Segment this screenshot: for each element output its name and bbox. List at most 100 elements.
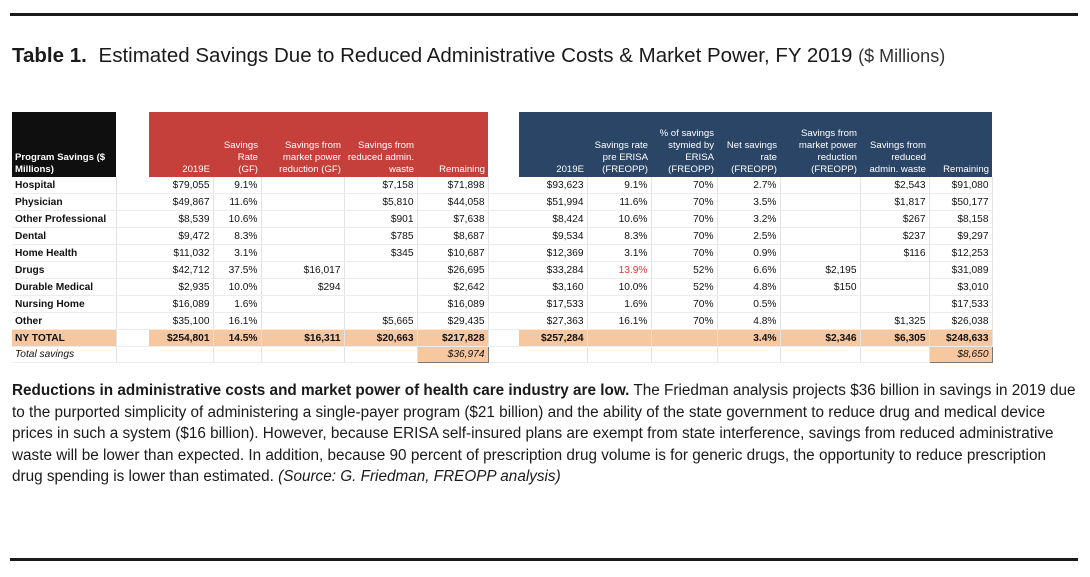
- empty-cell: [149, 346, 214, 363]
- empty-cell: [519, 346, 588, 363]
- cell-freopp: 3.5%: [717, 193, 781, 211]
- row-gap: [116, 210, 149, 228]
- cell-gf: $785: [344, 227, 418, 245]
- cell-freopp: 3.2%: [717, 210, 781, 228]
- table-row: Home Health $11,032 3.1% $345 $10,687 $12,369…: [12, 244, 993, 262]
- cell-freopp: $9,297: [929, 227, 993, 245]
- row-gap: [488, 227, 519, 245]
- cell-gf: [261, 210, 345, 228]
- row-gap: [116, 278, 149, 296]
- cell-freopp: $50,177: [929, 193, 993, 211]
- column-header-freopp: Savings from reduced admin. waste: [860, 112, 929, 177]
- table-row: Other Professional $8,539 10.6% $901 $7,638 $…: [12, 210, 993, 228]
- cell-gf: $16,017: [261, 261, 345, 279]
- cell-freopp: $31,089: [929, 261, 993, 279]
- cell-freopp: $9,534: [519, 227, 588, 245]
- row-label: Physician: [12, 193, 117, 211]
- empty-cell: [587, 346, 652, 363]
- column-header-freopp: Remaining: [929, 112, 992, 177]
- cell-gf: 37.5%: [213, 261, 262, 279]
- total-cell-gf: $16,311: [261, 329, 345, 347]
- total-cell-freopp: 3.4%: [717, 329, 781, 347]
- table-row: Hospital $79,055 9.1% $7,158 $71,898 $93,623 9…: [12, 177, 993, 194]
- table-row: Drugs $42,712 37.5% $16,017 $26,695 $33,284 13…: [12, 261, 993, 279]
- cell-gf: $29,435: [417, 312, 489, 330]
- table-row: Other $35,100 16.1% $5,665 $29,435 $27,363 16.…: [12, 312, 993, 330]
- cell-freopp: 70%: [651, 177, 718, 194]
- cell-gf: [261, 312, 345, 330]
- row-label: Drugs: [12, 261, 117, 279]
- cell-gf: $16,089: [417, 295, 489, 313]
- cell-freopp: $91,080: [929, 177, 993, 194]
- row-gap: [116, 346, 149, 363]
- cell-freopp: $8,158: [929, 210, 993, 228]
- total-cell-gf: $217,828: [417, 329, 489, 347]
- cell-gf: $79,055: [149, 177, 214, 194]
- cell-freopp: 3.1%: [587, 244, 652, 262]
- cell-gf: [261, 177, 345, 194]
- cell-gf: [261, 295, 345, 313]
- cell-freopp: $2,195: [780, 261, 861, 279]
- column-header-gf: Savings Rate (GF): [213, 112, 261, 177]
- cell-gf: $2,642: [417, 278, 489, 296]
- cell-gf: $7,158: [344, 177, 418, 194]
- empty-cell: [780, 346, 861, 363]
- total-label: NY TOTAL: [12, 329, 117, 347]
- cell-gf: $35,100: [149, 312, 214, 330]
- total-savings-label: Total savings: [12, 346, 117, 363]
- cell-freopp: $2,543: [860, 177, 930, 194]
- row-gap: [488, 329, 519, 347]
- cell-freopp: 70%: [651, 210, 718, 228]
- cell-freopp: 70%: [651, 244, 718, 262]
- description: Reductions in administrative costs and m…: [12, 380, 1078, 488]
- cell-freopp: 6.6%: [717, 261, 781, 279]
- row-gap: [116, 312, 149, 330]
- cell-freopp: 2.5%: [717, 227, 781, 245]
- row-gap: [116, 227, 149, 245]
- total-cell-gf: 14.5%: [213, 329, 262, 347]
- cell-gf: $294: [261, 278, 345, 296]
- empty-cell: [213, 346, 262, 363]
- total-row: NY TOTAL $254,801 14.5% $16,311 $20,663 $217,…: [12, 329, 993, 347]
- cell-gf: $5,810: [344, 193, 418, 211]
- cell-gf: $2,935: [149, 278, 214, 296]
- cell-gf: $7,638: [417, 210, 489, 228]
- table-row: Nursing Home $16,089 1.6% $16,089 $17,533 1.6…: [12, 295, 993, 313]
- cell-gf: 10.0%: [213, 278, 262, 296]
- cell-gf: [344, 295, 418, 313]
- cell-freopp: 0.9%: [717, 244, 781, 262]
- cell-freopp: 70%: [651, 312, 718, 330]
- cell-freopp: $33,284: [519, 261, 588, 279]
- row-gap: [116, 193, 149, 211]
- row-gap: [116, 261, 149, 279]
- cell-freopp: 4.8%: [717, 278, 781, 296]
- column-header-freopp: 2019E: [519, 112, 587, 177]
- cell-freopp: 70%: [651, 227, 718, 245]
- row-gap: [488, 244, 519, 262]
- column-header-gf: Remaining: [417, 112, 488, 177]
- cell-freopp: 52%: [651, 278, 718, 296]
- cell-gf: $345: [344, 244, 418, 262]
- cell-gf: $16,089: [149, 295, 214, 313]
- cell-gf: $9,472: [149, 227, 214, 245]
- row-gap: [488, 210, 519, 228]
- cell-freopp: 52%: [651, 261, 718, 279]
- cell-freopp: $27,363: [519, 312, 588, 330]
- row-label: Home Health: [12, 244, 117, 262]
- cell-gf: $5,665: [344, 312, 418, 330]
- column-header-gf: 2019E: [149, 112, 213, 177]
- cell-freopp: $93,623: [519, 177, 588, 194]
- row-label: Other: [12, 312, 117, 330]
- description-lead: Reductions in administrative costs and m…: [12, 382, 630, 399]
- table-row: Dental $9,472 8.3% $785 $8,687 $9,534 8.3% 70% 2…: [12, 227, 993, 245]
- cell-gf: 1.6%: [213, 295, 262, 313]
- top-rule: [10, 13, 1078, 16]
- empty-cell: [261, 346, 345, 363]
- cell-gf: 16.1%: [213, 312, 262, 330]
- cell-gf: $42,712: [149, 261, 214, 279]
- column-header-freopp: % of savings stymied by ERISA (FREOPP): [651, 112, 717, 177]
- cell-freopp: $267: [860, 210, 930, 228]
- total-savings-gf: $36,974: [416, 346, 489, 363]
- cell-gf: [344, 261, 418, 279]
- cell-freopp: [780, 177, 861, 194]
